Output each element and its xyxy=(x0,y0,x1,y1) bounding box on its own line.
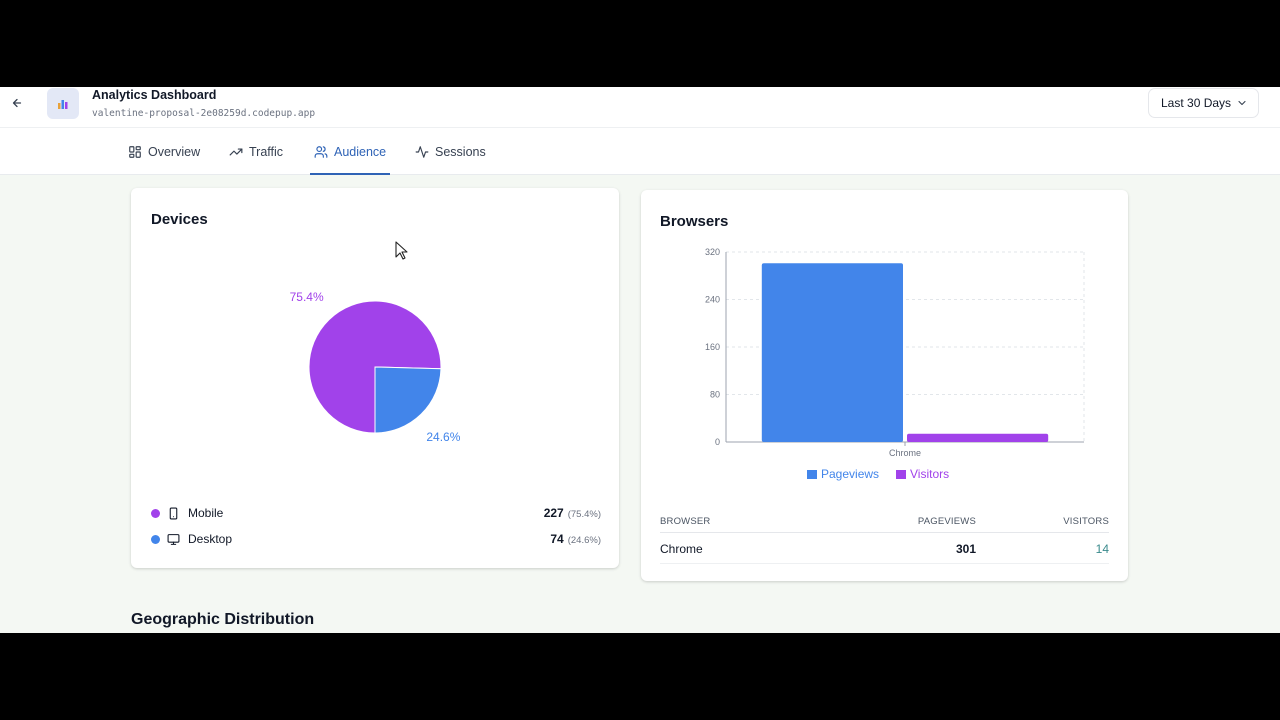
devices-card: Devices 75.4% 24.6% Mobile 227 (75.4%) Des… xyxy=(131,188,619,568)
trending-up-icon xyxy=(229,148,243,155)
device-percent: (75.4%) xyxy=(567,509,601,520)
geo-section-title: Geographic Distribution xyxy=(131,611,315,628)
browsers-title: Browsers xyxy=(660,213,729,230)
y-tick-label: 320 xyxy=(705,247,720,257)
bar-pageviews[interactable] xyxy=(761,263,903,442)
back-button[interactable] xyxy=(8,93,26,113)
tab-label: Overview xyxy=(148,144,201,159)
browser-name-cell: Chrome xyxy=(660,542,703,556)
col-header-browser: BROWSER xyxy=(660,516,711,527)
mouse-cursor-icon xyxy=(395,241,408,260)
pie-slice-desktop[interactable] xyxy=(374,366,442,434)
desktop-color-dot xyxy=(151,534,160,544)
bar-chart-icon xyxy=(58,99,68,109)
tab-bar: Overview Traffic Audience Sessions xyxy=(0,128,1280,175)
table-divider xyxy=(660,563,1109,564)
pie-label-desktop: 24.6% xyxy=(426,430,460,444)
browsers-bar-chart: 0 80 160 240 320 Chrome Pageviews Visitors xyxy=(705,247,1085,481)
bar-visitors[interactable] xyxy=(907,433,1049,442)
tab-overview[interactable]: Overview xyxy=(128,128,200,175)
date-range-label: Last 30 Days xyxy=(1161,96,1232,110)
app-url: valentine-proposal-2e08259d.codepup.app xyxy=(92,108,316,119)
chevron-down-icon xyxy=(1238,100,1246,106)
legend-label-pageviews[interactable]: Pageviews xyxy=(821,467,879,481)
devices-title: Devices xyxy=(151,211,208,228)
visitors-cell: 14 xyxy=(1095,542,1109,556)
tab-label: Audience xyxy=(334,144,387,159)
device-percent: (24.6%) xyxy=(567,535,601,546)
smartphone-icon xyxy=(169,507,178,519)
arrow-left-icon xyxy=(12,98,22,108)
pageviews-cell: 301 xyxy=(955,542,976,556)
col-header-pageviews: PAGEVIEWS xyxy=(917,516,976,527)
date-range-select[interactable]: Last 30 Days xyxy=(1148,88,1259,118)
y-tick-label: 80 xyxy=(710,390,720,400)
device-count: 227 xyxy=(543,506,564,520)
pie-slice-mobile[interactable] xyxy=(308,300,442,434)
legend-label-visitors[interactable]: Visitors xyxy=(910,467,949,481)
activity-icon xyxy=(415,145,429,158)
tab-label: Traffic xyxy=(249,144,284,159)
grid-icon xyxy=(129,145,141,158)
y-tick-label: 160 xyxy=(705,342,720,352)
legend-swatch-pageviews xyxy=(807,470,817,479)
legend-swatch-visitors xyxy=(896,470,906,479)
users-icon xyxy=(314,145,328,158)
x-tick-label: Chrome xyxy=(889,448,921,458)
device-label: Desktop xyxy=(188,532,233,546)
table-divider xyxy=(660,532,1109,533)
app-icon xyxy=(47,88,79,119)
device-row-desktop: Desktop 74 (24.6%) xyxy=(151,530,601,548)
device-count: 74 xyxy=(550,532,564,546)
app-title: Analytics Dashboard xyxy=(92,88,217,102)
top-bar: Analytics Dashboard valentine-proposal-2… xyxy=(0,87,1280,128)
col-header-visitors: VISITORS xyxy=(1063,516,1109,527)
tab-audience[interactable]: Audience xyxy=(309,128,391,175)
mobile-color-dot xyxy=(151,508,160,518)
tab-label: Sessions xyxy=(435,144,486,159)
device-label: Mobile xyxy=(188,506,224,520)
device-value: 227 (75.4%) xyxy=(544,506,601,520)
y-tick-label: 240 xyxy=(705,295,720,305)
devices-pie-chart: 75.4% 24.6% xyxy=(290,290,461,444)
y-tick-label: 0 xyxy=(715,437,720,447)
browsers-card: Browsers 0 80 160 240 320 Chrome Pageviews Visi… xyxy=(641,190,1128,581)
device-row-mobile: Mobile 227 (75.4%) xyxy=(151,504,601,522)
tab-traffic[interactable]: Traffic xyxy=(229,128,283,175)
tab-sessions[interactable]: Sessions xyxy=(415,128,486,175)
device-value: 74 (24.6%) xyxy=(550,532,601,546)
monitor-icon xyxy=(167,533,180,545)
pie-label-mobile: 75.4% xyxy=(290,290,324,304)
app-viewport: Analytics Dashboard valentine-proposal-2… xyxy=(0,87,1280,633)
